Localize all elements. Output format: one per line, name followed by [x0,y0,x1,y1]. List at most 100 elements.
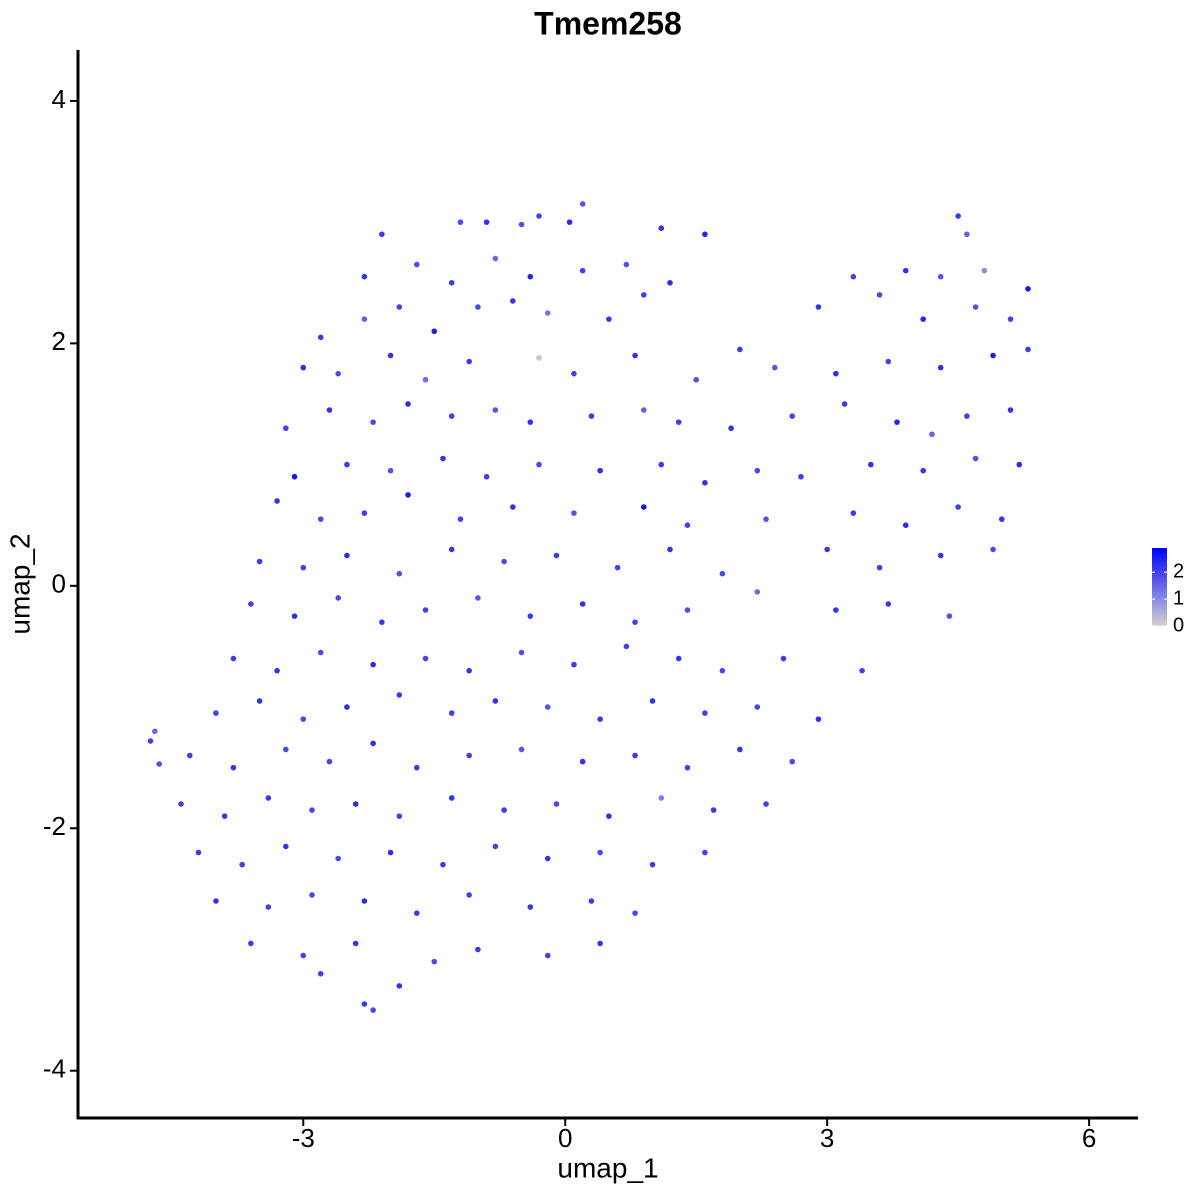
point [667,546,673,553]
point [640,292,647,298]
point [719,667,726,674]
point [719,570,726,577]
point [466,358,472,365]
point [702,710,708,716]
point [885,358,892,365]
point [964,413,970,419]
chart-title: Tmem258 [534,5,682,41]
point [614,564,621,571]
point [728,425,734,432]
point [658,225,665,232]
point [405,492,411,498]
point [265,904,272,910]
point [413,764,420,771]
point [710,807,717,813]
x-tick-label: 0 [558,1123,572,1153]
point [501,558,507,565]
point [475,946,481,953]
y-tick-label: -4 [43,1054,66,1084]
point [387,467,394,474]
point [178,801,184,807]
point [702,849,708,856]
point [283,843,289,850]
point [571,661,577,668]
point [859,667,865,674]
point [553,801,560,807]
point [964,231,970,238]
point [422,607,429,613]
point [571,510,577,516]
point [352,801,359,807]
point [623,643,630,650]
point [566,219,573,225]
point [370,740,376,747]
point [632,752,638,759]
point [466,892,472,898]
point [361,898,368,904]
point [824,546,830,553]
point [422,655,429,662]
colorbar-tick-label: 0 [1173,614,1184,636]
point [448,413,455,419]
point [1025,346,1031,353]
point [833,370,839,377]
points [147,201,1031,1013]
point [737,346,743,353]
point [579,201,586,207]
point [658,795,665,801]
point [248,940,254,947]
point [649,861,656,868]
point [195,849,202,856]
point [841,401,848,407]
point [147,738,154,744]
point [579,601,586,607]
point [457,516,464,522]
point [667,279,673,286]
point [518,649,525,656]
point [344,461,350,468]
point [370,1007,376,1013]
point [361,273,368,280]
point [972,304,979,310]
point [902,522,909,529]
point [536,461,542,468]
point [597,849,603,856]
point [920,467,927,474]
point [213,710,219,716]
point [1025,286,1031,292]
point [798,473,804,480]
y-tick-label: -2 [43,811,66,841]
point [309,807,315,813]
point [579,267,586,274]
point [379,619,385,625]
point [492,255,499,262]
point [693,376,699,383]
point [492,698,499,704]
point [579,758,586,765]
point [990,546,996,553]
point [361,510,368,516]
point [309,892,315,898]
point [396,692,403,698]
colorbar-tick-label: 2 [1173,560,1184,582]
point [283,425,289,432]
point [789,758,796,765]
point [588,413,595,419]
point [156,761,163,767]
point [684,607,691,613]
x-tick-label: 3 [820,1123,834,1153]
point [544,952,551,959]
point [632,352,638,359]
point [588,898,595,904]
point [300,364,307,371]
point [990,352,996,359]
point [326,758,333,765]
point [763,516,769,522]
point [876,564,883,571]
y-tick-label: 0 [52,569,66,599]
y-tick-label: 4 [52,84,66,114]
point [544,310,551,316]
point [335,595,341,601]
point [754,589,761,595]
point [300,716,307,722]
